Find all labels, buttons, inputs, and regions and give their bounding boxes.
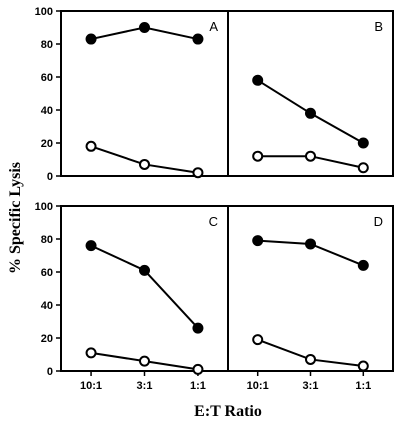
data-point-filled [139,264,150,276]
y-tick-label: 60 [41,72,53,84]
data-point-open [192,363,204,375]
y-tick-label: 20 [41,138,53,150]
data-point-filled [305,107,316,119]
panel-label: B [374,19,383,34]
data-point-filled [252,74,264,86]
data-point-filled [357,259,369,271]
x-tick-label: 3:1 [303,380,319,392]
plot-area: A 0 20 40 60 80 100 B C 0 20 40 60 80 100 10:1 3:1 1:1 D 10… [35,6,394,392]
data-point-open [85,347,97,359]
y-tick-label: 100 [35,6,53,18]
data-point-open [252,150,264,162]
x-tick-label: 1:1 [190,380,206,392]
data-point-filled [252,235,264,247]
y-tick-label: 80 [41,39,53,51]
panel-label: D [374,214,383,229]
data-point-filled [85,33,97,45]
y-tick-label: 60 [41,267,53,279]
data-point-filled [357,137,369,149]
panel-c: C 0 20 40 60 80 100 10:1 3:1 1:1 [35,201,229,392]
y-axis-title: % Specific Lysis [7,162,24,274]
data-point-filled [305,238,316,250]
y-tick-label: 0 [47,366,53,378]
x-tick-label: 10:1 [80,380,102,392]
y-tick-label: 20 [41,333,53,345]
data-point-open [357,162,369,174]
y-tick-label: 40 [41,300,53,312]
panel-label: C [209,214,218,229]
panel-d: D 10:1 3:1 1:1 [227,205,394,392]
y-tick-label: 100 [35,201,53,213]
x-tick-label: 3:1 [137,380,153,392]
panel-frame [60,10,229,177]
data-point-open [357,360,369,372]
y-tick-label: 40 [41,105,53,117]
x-tick-label: 1:1 [355,380,371,392]
panel-frame [227,10,394,177]
data-point-filled [192,33,204,45]
data-point-filled [139,22,150,33]
panel-a: A 0 20 40 60 80 100 [35,6,229,183]
data-point-open [85,140,97,152]
x-axis-title: E:T Ratio [194,403,262,420]
data-point-open [305,353,316,365]
data-point-filled [85,240,97,252]
data-point-open [252,334,264,346]
series-line-filled [90,244,199,329]
panel-frame [227,205,394,372]
panel-frame [60,205,229,372]
data-point-open [305,150,316,162]
data-point-filled [192,322,204,334]
data-point-open [192,167,204,179]
x-tick-label: 10:1 [247,380,269,392]
data-point-open [139,355,150,367]
y-tick-label: 80 [41,234,53,246]
panel-b: B [227,10,394,177]
data-point-open [139,158,150,170]
panel-label: A [209,19,218,34]
y-tick-label: 0 [47,171,53,183]
